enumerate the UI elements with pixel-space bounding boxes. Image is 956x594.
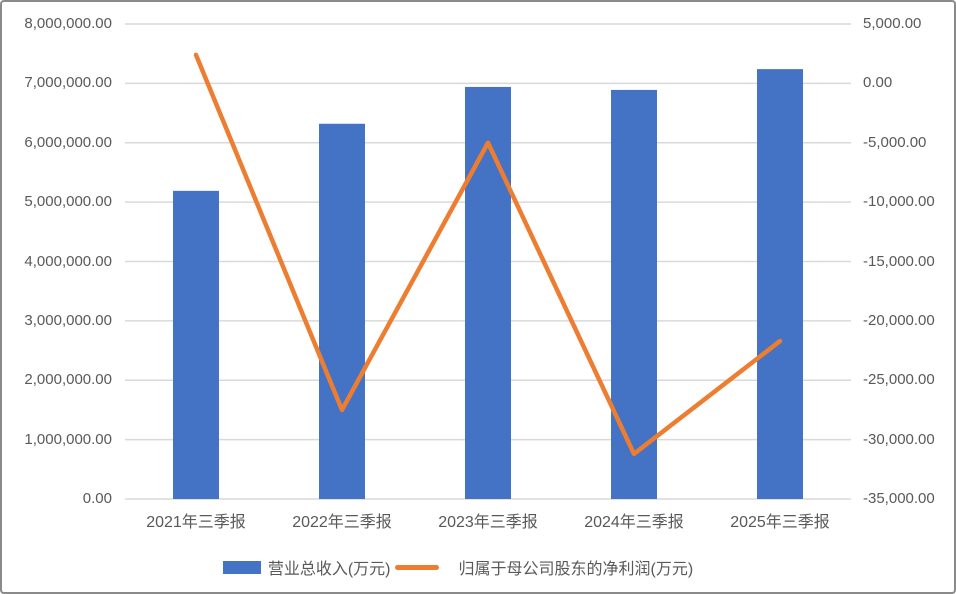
right-axis-tick-label: -5,000.00 (863, 133, 927, 151)
left-axis-tick-label: 2,000,000.00 (24, 371, 112, 389)
legend-label-net-profit: 归属于母公司股东的净利润(万元) (458, 561, 694, 578)
revenue-bar (319, 123, 365, 499)
left-axis-tick-label: 1,000,000.00 (24, 430, 112, 448)
right-axis-tick-label: 5,000.00 (863, 15, 922, 32)
x-axis-category-label: 2025年三季报 (730, 514, 830, 531)
left-axis-tick-label: 6,000,000.00 (24, 133, 112, 151)
legend: 营业总收入(万元) 归属于母公司股东的净利润(万元) (2, 555, 934, 579)
revenue-bar (611, 89, 657, 499)
revenue-bar (465, 86, 511, 499)
left-axis-tick-label: 0.00 (82, 490, 112, 507)
right-axis-tick-label: 0.00 (863, 74, 893, 92)
left-axis-tick-label: 3,000,000.00 (24, 311, 112, 329)
x-axis-category-label: 2024年三季报 (584, 514, 684, 531)
left-axis-tick-label: 4,000,000.00 (24, 252, 112, 270)
right-axis-tick-label: -10,000.00 (863, 193, 935, 211)
legend-item-revenue: 营业总收入(万元) (222, 555, 391, 579)
left-axis-tick-label: 5,000,000.00 (24, 193, 112, 211)
right-axis-tick-label: -25,000.00 (863, 371, 935, 389)
x-axis-category-label: 2023年三季报 (438, 514, 538, 531)
revenue-bar (173, 190, 219, 499)
legend-item-net-profit: 归属于母公司股东的净利润(万元) (394, 555, 694, 579)
right-axis-tick-label: -35,000.00 (863, 490, 935, 507)
right-axis-tick-label: -20,000.00 (863, 311, 935, 329)
net-profit-line (193, 52, 783, 457)
legend-bar-swatch-icon (222, 560, 261, 574)
x-axis-category-label: 2022年三季报 (292, 514, 392, 531)
revenue-bar (757, 69, 803, 499)
legend-line-swatch-icon (394, 564, 439, 570)
right-axis-tick-label: -30,000.00 (863, 430, 935, 448)
legend-label-revenue: 营业总收入(万元) (267, 561, 391, 578)
x-axis-category-label: 2021年三季报 (146, 514, 246, 531)
left-axis-tick-label: 8,000,000.00 (24, 15, 112, 32)
right-axis-tick-label: -15,000.00 (863, 252, 935, 270)
left-axis-tick-label: 7,000,000.00 (24, 74, 112, 92)
